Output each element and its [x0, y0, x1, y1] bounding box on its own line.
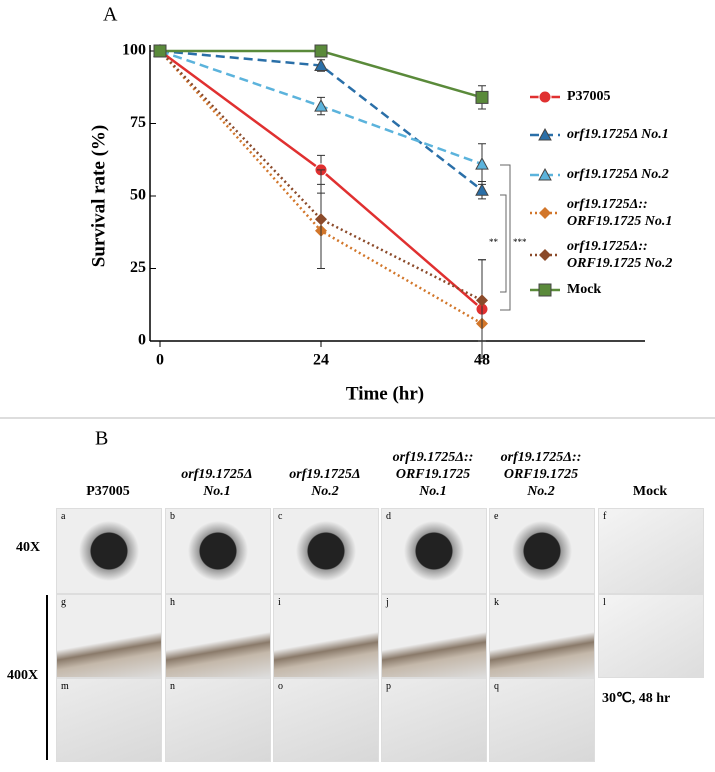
legend-marker: [538, 283, 552, 297]
panel-label: B: [95, 428, 108, 450]
legend-label: orf19.1725Δ:: ORF19.1725 No.2: [567, 239, 673, 271]
marker: [475, 157, 489, 170]
micrograph: j: [381, 594, 487, 678]
marker: [475, 90, 489, 104]
x-tick-label: 0: [156, 352, 164, 369]
micrograph: p: [381, 678, 487, 762]
image-letter: o: [278, 681, 283, 692]
legend-marker: [539, 207, 551, 219]
column-header: orf19.1725Δ: [289, 467, 361, 482]
series-line: [160, 49, 483, 99]
annotation: ***: [513, 237, 527, 247]
micrograph: k: [489, 594, 595, 678]
condition-label: 30℃, 48 hr: [602, 691, 671, 706]
micrograph: a: [56, 508, 162, 594]
marker: [153, 44, 167, 58]
legend-label: P37005: [567, 89, 611, 104]
micrograph: q: [489, 678, 595, 762]
marker: [314, 99, 328, 112]
column-header: P37005: [86, 484, 130, 499]
marker: [315, 213, 327, 226]
micrograph: b: [165, 508, 271, 594]
image-letter: i: [278, 597, 281, 608]
image-letter: k: [494, 597, 499, 608]
legend-label: orf19.1725Δ No.2: [567, 167, 669, 182]
image-letter: g: [61, 597, 66, 608]
x-axis-label: Time (hr): [346, 383, 424, 404]
image-letter: b: [170, 511, 175, 522]
image-letter: h: [170, 597, 175, 608]
x-tick-label: 48: [474, 352, 490, 369]
micrograph: o: [273, 678, 379, 762]
marker: [314, 58, 328, 71]
legend-marker: [538, 167, 552, 181]
legend-marker: [538, 127, 552, 141]
micrograph: d: [381, 508, 487, 594]
image-letter: d: [386, 511, 391, 522]
column-header: orf19.1725Δ::: [500, 450, 582, 465]
micrograph: g: [56, 594, 162, 678]
column-header: orf19.1725Δ: [181, 467, 253, 482]
legend-label: orf19.1725Δ:: ORF19.1725 No.1: [567, 197, 673, 229]
image-letter: f: [603, 511, 607, 522]
y-tick-label: 0: [138, 332, 146, 349]
legend-marker: [538, 90, 552, 104]
image-letter: j: [386, 597, 389, 608]
marker: [314, 44, 328, 58]
image-letter: q: [494, 681, 499, 692]
image-letter: p: [386, 681, 391, 692]
image-letter: l: [603, 597, 606, 608]
column-header: Mock: [632, 484, 668, 499]
legend-label: Mock: [567, 282, 602, 297]
micrograph: f: [598, 508, 704, 594]
image-letter: e: [494, 511, 499, 522]
micrograph: h: [165, 594, 271, 678]
image-letter: m: [61, 681, 69, 692]
column-header: orf19.1725Δ::: [392, 450, 474, 465]
row-label: 40X: [16, 540, 41, 555]
legend-marker: [539, 249, 551, 261]
image-letter: a: [61, 511, 66, 522]
micrograph: l: [598, 594, 704, 678]
y-tick-label: 50: [130, 187, 146, 204]
marker: [476, 294, 488, 307]
image-letter: c: [278, 511, 283, 522]
image-letter: n: [170, 681, 175, 692]
micrograph: c: [273, 508, 379, 594]
micrograph: i: [273, 594, 379, 678]
column-header: No.1: [419, 484, 447, 499]
marker: [475, 183, 489, 196]
column-header: No.1: [203, 484, 231, 499]
column-header: ORF19.1725: [395, 467, 471, 482]
y-tick-label: 75: [130, 114, 146, 131]
column-header: ORF19.1725: [503, 467, 579, 482]
row-label: 400X: [7, 668, 39, 683]
column-header: No.2: [311, 484, 339, 499]
x-tick-label: 24: [313, 352, 329, 369]
y-axis-label: Survival rate (%): [88, 125, 109, 267]
panel-label: A: [103, 4, 118, 26]
micrograph: e: [489, 508, 595, 594]
annotation: **: [489, 237, 499, 247]
micrograph: m: [56, 678, 162, 762]
y-tick-label: 25: [130, 259, 146, 276]
column-header: No.2: [527, 484, 555, 499]
legend-label: orf19.1725Δ No.1: [567, 127, 669, 142]
y-tick-label: 100: [122, 42, 146, 59]
significance-bracket: [500, 164, 511, 311]
micrograph: n: [165, 678, 271, 762]
